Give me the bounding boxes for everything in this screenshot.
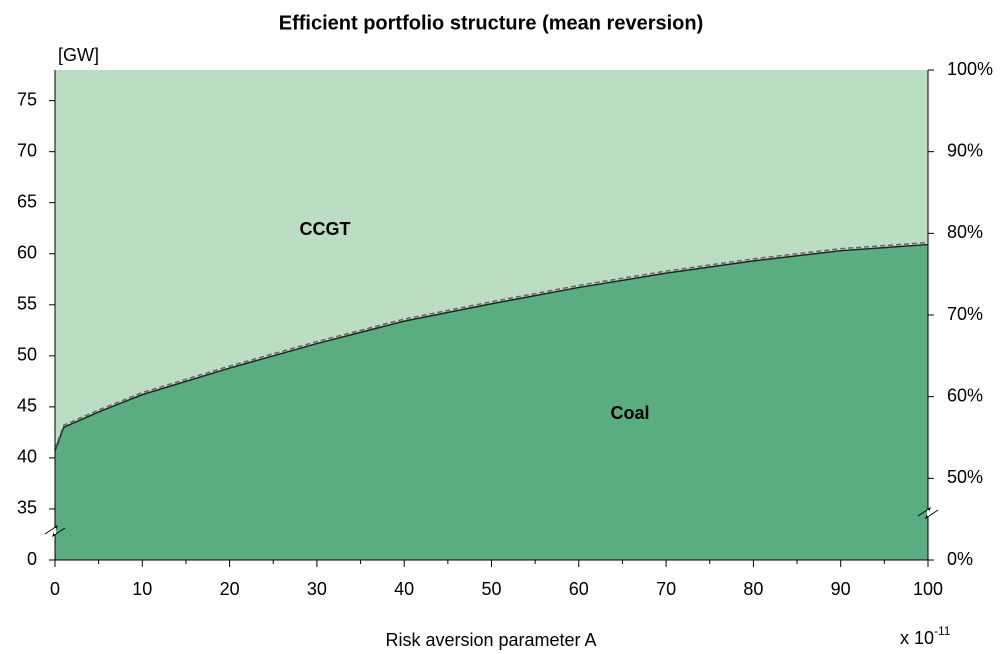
x-tick-label: 70 [656,579,676,599]
y-tick-label: 0 [27,549,37,569]
boundary-line [54,243,929,452]
y-tick-label: 60 [17,243,37,263]
axis-break-gap [927,510,929,516]
y2-tick-label: 70% [947,304,983,324]
x-scale-base: x 10 [900,628,934,648]
y-axis-label: [GW] [58,45,99,65]
y2-tick-label: 90% [947,140,983,160]
x-tick-label: 100 [913,579,943,599]
dashed-line [54,241,929,449]
axis-break-gap [54,528,56,534]
y2-tick-label: 50% [947,467,983,487]
y-tick-label: 45 [17,396,37,416]
y-tick-label: 50 [17,345,37,365]
y2-tick-label: 100% [947,59,993,79]
x-tick-label: 30 [307,579,327,599]
y2-tick-label: 80% [947,222,983,242]
series-label: CCGT [300,219,351,239]
y-tick-label: 75 [17,89,37,109]
x-tick-label: 0 [50,579,60,599]
x-tick-label: 80 [743,579,763,599]
series-label: Coal [610,403,649,423]
y-tick-label: 35 [17,498,37,518]
y-tick-label: 70 [17,140,37,160]
y-tick-label: 40 [17,447,37,467]
y2-tick-label: 60% [947,385,983,405]
y-tick-label: 65 [17,191,37,211]
x-tick-label: 50 [481,579,501,599]
area [55,244,928,560]
x-tick-label: 90 [831,579,851,599]
x-tick-label: 20 [220,579,240,599]
plot-area [54,70,929,560]
x-tick-label: 10 [132,579,152,599]
x-tick-label: 60 [569,579,589,599]
y-tick-label: 55 [17,294,37,314]
chart-title: Efficient portfolio structure (mean reve… [279,12,704,34]
x-scale-exponent: -11 [934,624,951,638]
x-axis-label: Risk aversion parameter A [385,630,596,650]
y2-tick-label: 0% [947,549,973,569]
x-tick-label: 40 [394,579,414,599]
x-scale-label: x 10-11 [900,624,951,648]
